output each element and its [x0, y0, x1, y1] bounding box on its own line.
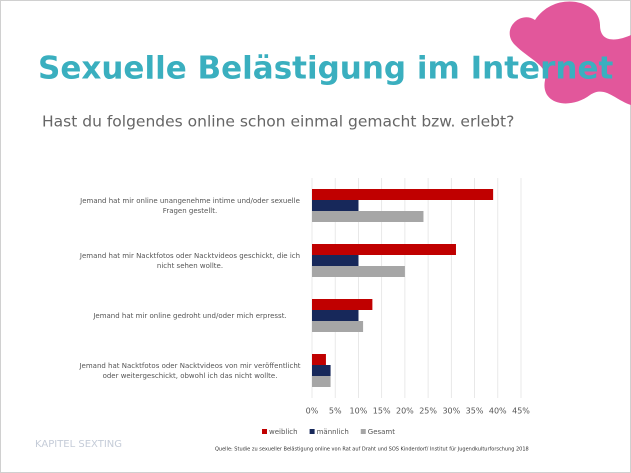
- x-tick-label: 40%: [489, 407, 507, 416]
- slide-title: Sexuelle Belästigung im Internet: [38, 51, 613, 87]
- bar: [312, 266, 405, 277]
- chapter-label: KAPITEL SEXTING: [35, 439, 122, 450]
- bar: [312, 255, 359, 266]
- x-tick-label: 30%: [442, 407, 460, 416]
- decor-blob: [509, 1, 631, 106]
- legend-swatch: [360, 429, 366, 434]
- category-label: Jemand hat mir online gedroht und/oder m…: [93, 311, 287, 320]
- x-tick-label: 15%: [373, 407, 391, 416]
- legend-swatch: [262, 429, 267, 434]
- x-tick-label: 35%: [466, 407, 484, 416]
- x-tick-label: 10%: [350, 407, 368, 416]
- x-tick-label: 5%: [329, 407, 342, 416]
- legend-label: männlich: [317, 428, 349, 436]
- x-tick-label: 45%: [512, 407, 530, 416]
- x-tick-label: 20%: [396, 407, 414, 416]
- x-tick-label: 25%: [419, 407, 437, 416]
- bar: [312, 321, 364, 332]
- legend-swatch: [309, 429, 315, 434]
- bar: [312, 376, 331, 387]
- bar: [312, 244, 456, 255]
- bar: [312, 365, 331, 376]
- bar: [312, 200, 359, 211]
- slide-subtitle: Hast du folgendes online schon einmal ge…: [42, 113, 514, 131]
- category-label: Jemand hat Nacktfotos oder Nacktvideos v…: [79, 361, 301, 380]
- legend-label: weiblich: [269, 428, 298, 436]
- category-label: Jemand hat mir online unangenehme intime…: [80, 196, 300, 215]
- source-note: Quelle: Studie zu sexueller Belästigung …: [215, 447, 529, 453]
- bar: [312, 354, 326, 365]
- category-label: Jemand hat mir Nacktfotos oder Nacktvide…: [79, 251, 301, 270]
- bar: [312, 310, 359, 321]
- bar: [312, 211, 424, 222]
- x-tick-label: 0%: [306, 407, 319, 416]
- bar: [312, 189, 494, 200]
- legend-label: Gesamt: [368, 428, 395, 436]
- bar: [312, 299, 373, 310]
